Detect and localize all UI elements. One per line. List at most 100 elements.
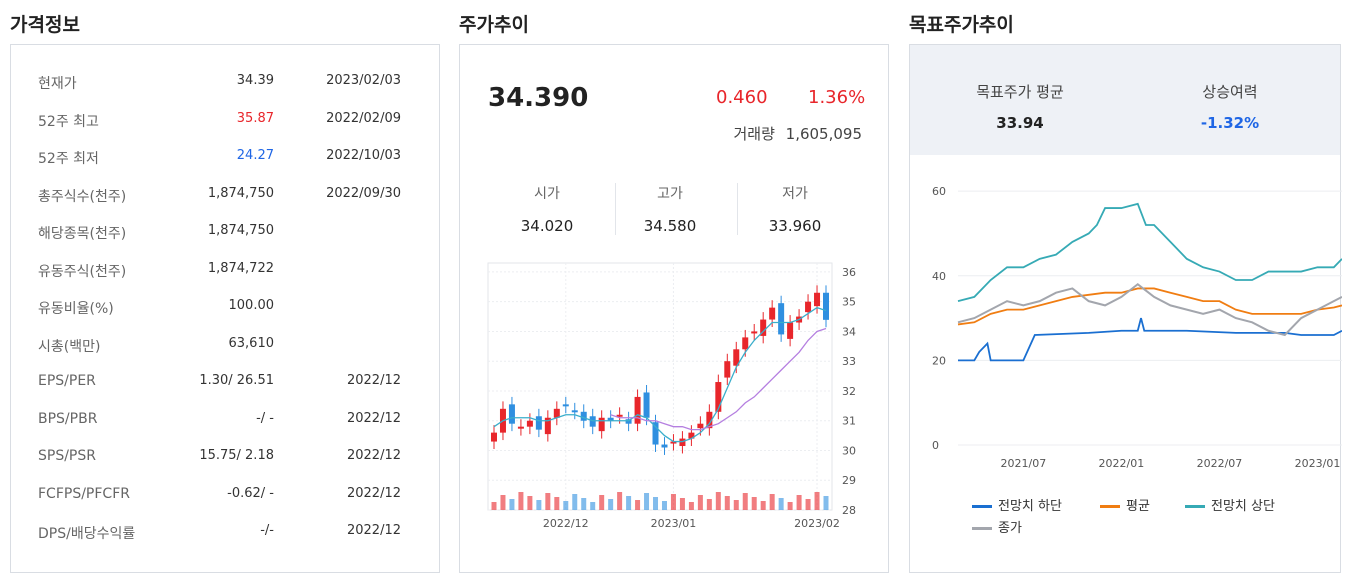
info-value: 35.87	[236, 110, 274, 126]
info-label: SPS/PSR	[38, 448, 96, 464]
volume-bar	[572, 494, 578, 510]
volume-bar	[554, 497, 560, 510]
info-label: 시총(백만)	[38, 338, 101, 355]
legend-swatch	[972, 527, 992, 530]
y-tick-label: 60	[932, 185, 946, 198]
info-date: 2022/09/30	[326, 185, 401, 201]
low-box: 저가 33.960	[740, 183, 850, 235]
title-price-trend: 주가추이	[459, 14, 529, 36]
y-tick-label: 31	[842, 415, 856, 428]
info-value: 24.27	[236, 148, 274, 163]
volume-bar	[796, 495, 802, 510]
candle-body	[535, 416, 542, 430]
info-label: EPS/PER	[38, 373, 96, 389]
candle-body	[589, 416, 596, 427]
y-tick-label: 35	[842, 296, 856, 309]
info-row: DPS/배당수익률 -/- 2022/12	[11, 523, 439, 545]
candle-body	[814, 292, 821, 307]
x-tick-label: 2022/01	[1099, 457, 1145, 470]
candle-body	[634, 396, 641, 424]
volume-bar	[805, 499, 811, 510]
high-line	[957, 202, 1342, 303]
info-value: -/ -	[256, 410, 274, 426]
info-value: 63,610	[228, 335, 275, 351]
volume-bar	[670, 494, 676, 510]
candle-body	[787, 322, 794, 339]
volume-bar	[491, 502, 497, 510]
volume-bar	[644, 493, 650, 510]
candle-body	[652, 422, 659, 445]
info-value: -0.62/ -	[227, 485, 274, 501]
info-label: 총주식수(천주)	[38, 188, 127, 205]
y-tick-label: 40	[932, 270, 946, 283]
y-tick-label: 28	[842, 504, 856, 517]
volume-bar	[706, 499, 712, 510]
target-avg-box: 목표주가 평균 33.94	[920, 81, 1120, 132]
info-value: 100.00	[228, 298, 275, 313]
volume-bar	[527, 496, 533, 510]
avg-line	[957, 287, 1342, 326]
candle-body	[616, 414, 623, 417]
x-tick-label: 2023/02	[794, 517, 840, 530]
volume-bar	[626, 496, 632, 510]
info-value: 1.30/ 26.51	[199, 373, 274, 388]
y-tick-label: 34	[842, 325, 856, 338]
legend-avg: 평균	[1100, 495, 1150, 514]
volume-bar	[563, 501, 569, 510]
candle-body	[598, 417, 605, 432]
volume-bar	[742, 493, 748, 510]
volume-bar	[751, 497, 757, 510]
upside-value: -1.32%	[1200, 114, 1260, 132]
target-trend-chart: 0 20 40 60 2021/07 2022/01 2022/07 2023/01	[932, 185, 1342, 470]
info-date: 2022/12	[346, 448, 401, 463]
close-line	[957, 282, 1342, 337]
legend-low: 전망치 하단	[972, 495, 1062, 514]
target-avg-value: 33.94	[996, 114, 1044, 132]
info-row: 52주 최고 35.87 2022/02/09	[11, 111, 439, 133]
legend-swatch	[1100, 505, 1120, 508]
info-value: 1,874,750	[207, 223, 274, 238]
upside-box: 상승여력 -1.32%	[1130, 81, 1330, 132]
candle-body	[571, 410, 578, 413]
candle-body	[742, 337, 749, 350]
legend-close: 종가	[972, 517, 1022, 536]
volume-bar	[787, 502, 793, 510]
divider	[737, 183, 738, 235]
info-row: 유동비율(%) 100.00	[11, 298, 439, 320]
open-box: 시가 34.020	[492, 183, 602, 235]
volume-line: 거래량 1,605,095	[733, 123, 862, 144]
candle-body	[580, 411, 587, 421]
plot-frame	[487, 262, 833, 511]
info-label: 해당종목(천주)	[38, 226, 127, 242]
y-tick-label: 32	[842, 385, 856, 398]
candle-body	[508, 404, 515, 424]
info-label: 유동비율(%)	[38, 301, 114, 317]
divider	[615, 183, 616, 235]
y-tick-label: 29	[842, 474, 856, 487]
target-price-panel: 목표주가 평균 33.94 상승여력 -1.32% 0 20 40 60 2021/07…	[909, 44, 1342, 573]
volume-bar	[518, 492, 524, 510]
legend-label: 전망치 하단	[998, 499, 1062, 514]
x-tick-label: 2022/12	[543, 517, 589, 530]
info-row: 시총(백만) 63,610	[11, 336, 439, 358]
legend-label: 평균	[1126, 499, 1150, 514]
candle-body	[562, 404, 569, 407]
volume-bar	[715, 492, 721, 510]
low-value: 33.960	[768, 217, 822, 235]
x-tick-label: 2022/07	[1197, 457, 1243, 470]
price-change-pct: 1.36%	[808, 87, 866, 108]
volume-bar	[581, 498, 587, 510]
volume-bar	[823, 496, 829, 510]
info-value: 34.39	[236, 73, 274, 88]
info-row: 52주 최저 24.27 2022/10/03	[11, 148, 439, 170]
title-target-trend: 목표주가추이	[909, 14, 1014, 36]
info-row: FCFPS/PFCFR -0.62/ - 2022/12	[11, 486, 439, 508]
volume-bar	[608, 499, 614, 510]
volume-bar	[635, 500, 641, 510]
info-label: FCFPS/PFCFR	[38, 485, 130, 502]
volume-bar	[688, 502, 694, 510]
upside-label: 상승여력	[1202, 83, 1258, 101]
candle-body	[517, 426, 524, 429]
volume-bar	[590, 502, 596, 510]
target-summary	[910, 45, 1340, 155]
